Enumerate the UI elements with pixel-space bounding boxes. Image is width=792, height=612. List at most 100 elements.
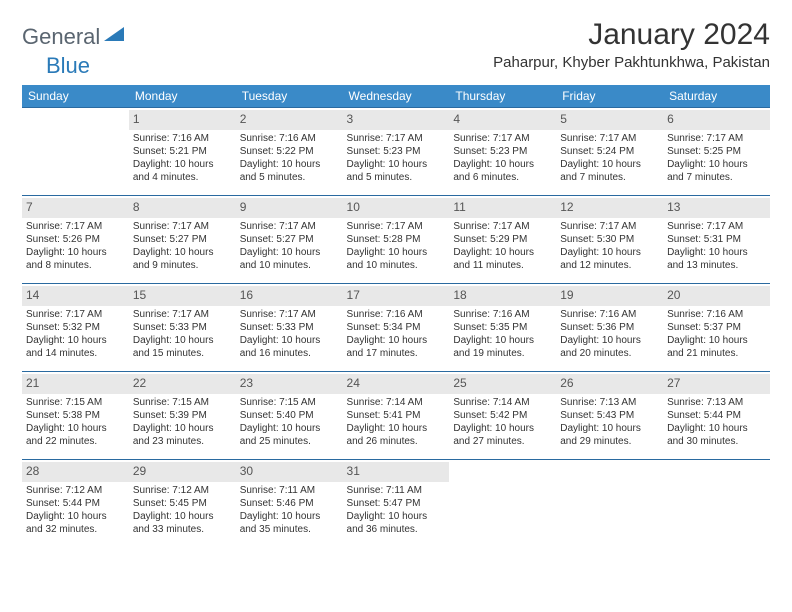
day-info: Sunrise: 7:12 AMSunset: 5:45 PMDaylight:…: [133, 484, 232, 536]
month-title: January 2024: [493, 18, 770, 52]
day-number: 1: [129, 110, 236, 130]
calendar-day-cell: 5Sunrise: 7:17 AMSunset: 5:24 PMDaylight…: [556, 108, 663, 196]
calendar-week-row: 1Sunrise: 7:16 AMSunset: 5:21 PMDaylight…: [22, 108, 770, 196]
day-number: 21: [22, 374, 129, 394]
calendar-day-cell: 11Sunrise: 7:17 AMSunset: 5:29 PMDayligh…: [449, 196, 556, 284]
weekday-header-row: SundayMondayTuesdayWednesdayThursdayFrid…: [22, 85, 770, 108]
day-info: Sunrise: 7:17 AMSunset: 5:29 PMDaylight:…: [453, 220, 552, 272]
brand-part2: Blue: [46, 53, 90, 78]
day-number: 23: [236, 374, 343, 394]
calendar-day-cell: 12Sunrise: 7:17 AMSunset: 5:30 PMDayligh…: [556, 196, 663, 284]
calendar-day-cell: 2Sunrise: 7:16 AMSunset: 5:22 PMDaylight…: [236, 108, 343, 196]
calendar-day-cell: 18Sunrise: 7:16 AMSunset: 5:35 PMDayligh…: [449, 284, 556, 372]
day-info: Sunrise: 7:16 AMSunset: 5:37 PMDaylight:…: [667, 308, 766, 360]
day-info: Sunrise: 7:17 AMSunset: 5:31 PMDaylight:…: [667, 220, 766, 272]
day-number: 17: [343, 286, 450, 306]
calendar-body: 1Sunrise: 7:16 AMSunset: 5:21 PMDaylight…: [22, 108, 770, 548]
day-info: Sunrise: 7:13 AMSunset: 5:44 PMDaylight:…: [667, 396, 766, 448]
day-info: Sunrise: 7:13 AMSunset: 5:43 PMDaylight:…: [560, 396, 659, 448]
calendar-week-row: 14Sunrise: 7:17 AMSunset: 5:32 PMDayligh…: [22, 284, 770, 372]
day-info: Sunrise: 7:17 AMSunset: 5:27 PMDaylight:…: [133, 220, 232, 272]
day-number: 30: [236, 462, 343, 482]
calendar-day-cell: [22, 108, 129, 196]
day-info: Sunrise: 7:14 AMSunset: 5:42 PMDaylight:…: [453, 396, 552, 448]
calendar-day-cell: 17Sunrise: 7:16 AMSunset: 5:34 PMDayligh…: [343, 284, 450, 372]
calendar-day-cell: 29Sunrise: 7:12 AMSunset: 5:45 PMDayligh…: [129, 460, 236, 548]
brand-triangle-icon: [104, 27, 124, 46]
day-number: 31: [343, 462, 450, 482]
calendar-day-cell: 25Sunrise: 7:14 AMSunset: 5:42 PMDayligh…: [449, 372, 556, 460]
brand-logo: General: [22, 24, 126, 50]
day-info: Sunrise: 7:17 AMSunset: 5:27 PMDaylight:…: [240, 220, 339, 272]
calendar-day-cell: 21Sunrise: 7:15 AMSunset: 5:38 PMDayligh…: [22, 372, 129, 460]
day-number: 5: [556, 110, 663, 130]
day-number: 20: [663, 286, 770, 306]
day-number: 12: [556, 198, 663, 218]
day-number: 18: [449, 286, 556, 306]
weekday-header: Sunday: [22, 85, 129, 108]
day-number: 26: [556, 374, 663, 394]
day-number: 8: [129, 198, 236, 218]
day-number: 19: [556, 286, 663, 306]
day-number: 11: [449, 198, 556, 218]
calendar-day-cell: 30Sunrise: 7:11 AMSunset: 5:46 PMDayligh…: [236, 460, 343, 548]
day-number: 6: [663, 110, 770, 130]
day-info: Sunrise: 7:16 AMSunset: 5:22 PMDaylight:…: [240, 132, 339, 184]
day-info: Sunrise: 7:17 AMSunset: 5:32 PMDaylight:…: [26, 308, 125, 360]
calendar-day-cell: [449, 460, 556, 548]
calendar-day-cell: 1Sunrise: 7:16 AMSunset: 5:21 PMDaylight…: [129, 108, 236, 196]
day-number: 10: [343, 198, 450, 218]
calendar-week-row: 7Sunrise: 7:17 AMSunset: 5:26 PMDaylight…: [22, 196, 770, 284]
calendar-day-cell: 8Sunrise: 7:17 AMSunset: 5:27 PMDaylight…: [129, 196, 236, 284]
calendar-day-cell: 28Sunrise: 7:12 AMSunset: 5:44 PMDayligh…: [22, 460, 129, 548]
calendar-table: SundayMondayTuesdayWednesdayThursdayFrid…: [22, 85, 770, 548]
day-number: 25: [449, 374, 556, 394]
day-info: Sunrise: 7:17 AMSunset: 5:30 PMDaylight:…: [560, 220, 659, 272]
calendar-day-cell: 7Sunrise: 7:17 AMSunset: 5:26 PMDaylight…: [22, 196, 129, 284]
weekday-header: Monday: [129, 85, 236, 108]
day-info: Sunrise: 7:16 AMSunset: 5:35 PMDaylight:…: [453, 308, 552, 360]
day-info: Sunrise: 7:17 AMSunset: 5:28 PMDaylight:…: [347, 220, 446, 272]
calendar-day-cell: 15Sunrise: 7:17 AMSunset: 5:33 PMDayligh…: [129, 284, 236, 372]
weekday-header: Tuesday: [236, 85, 343, 108]
day-info: Sunrise: 7:15 AMSunset: 5:38 PMDaylight:…: [26, 396, 125, 448]
calendar-day-cell: 27Sunrise: 7:13 AMSunset: 5:44 PMDayligh…: [663, 372, 770, 460]
weekday-header: Wednesday: [343, 85, 450, 108]
day-info: Sunrise: 7:11 AMSunset: 5:46 PMDaylight:…: [240, 484, 339, 536]
day-info: Sunrise: 7:11 AMSunset: 5:47 PMDaylight:…: [347, 484, 446, 536]
weekday-header: Friday: [556, 85, 663, 108]
day-info: Sunrise: 7:17 AMSunset: 5:25 PMDaylight:…: [667, 132, 766, 184]
day-number: 28: [22, 462, 129, 482]
calendar-day-cell: 6Sunrise: 7:17 AMSunset: 5:25 PMDaylight…: [663, 108, 770, 196]
day-number: 9: [236, 198, 343, 218]
calendar-day-cell: 10Sunrise: 7:17 AMSunset: 5:28 PMDayligh…: [343, 196, 450, 284]
day-info: Sunrise: 7:16 AMSunset: 5:21 PMDaylight:…: [133, 132, 232, 184]
day-info: Sunrise: 7:17 AMSunset: 5:23 PMDaylight:…: [347, 132, 446, 184]
calendar-week-row: 21Sunrise: 7:15 AMSunset: 5:38 PMDayligh…: [22, 372, 770, 460]
day-info: Sunrise: 7:15 AMSunset: 5:40 PMDaylight:…: [240, 396, 339, 448]
weekday-header: Saturday: [663, 85, 770, 108]
day-info: Sunrise: 7:15 AMSunset: 5:39 PMDaylight:…: [133, 396, 232, 448]
day-number: 4: [449, 110, 556, 130]
calendar-day-cell: 3Sunrise: 7:17 AMSunset: 5:23 PMDaylight…: [343, 108, 450, 196]
calendar-day-cell: 9Sunrise: 7:17 AMSunset: 5:27 PMDaylight…: [236, 196, 343, 284]
day-info: Sunrise: 7:17 AMSunset: 5:23 PMDaylight:…: [453, 132, 552, 184]
brand-part1: General: [22, 24, 100, 50]
day-number: 27: [663, 374, 770, 394]
day-number: 15: [129, 286, 236, 306]
calendar-day-cell: 14Sunrise: 7:17 AMSunset: 5:32 PMDayligh…: [22, 284, 129, 372]
day-number: 22: [129, 374, 236, 394]
calendar-day-cell: 4Sunrise: 7:17 AMSunset: 5:23 PMDaylight…: [449, 108, 556, 196]
day-info: Sunrise: 7:17 AMSunset: 5:33 PMDaylight:…: [133, 308, 232, 360]
calendar-day-cell: 13Sunrise: 7:17 AMSunset: 5:31 PMDayligh…: [663, 196, 770, 284]
calendar-day-cell: 23Sunrise: 7:15 AMSunset: 5:40 PMDayligh…: [236, 372, 343, 460]
calendar-day-cell: 22Sunrise: 7:15 AMSunset: 5:39 PMDayligh…: [129, 372, 236, 460]
day-number: 24: [343, 374, 450, 394]
calendar-day-cell: [556, 460, 663, 548]
calendar-week-row: 28Sunrise: 7:12 AMSunset: 5:44 PMDayligh…: [22, 460, 770, 548]
calendar-day-cell: 31Sunrise: 7:11 AMSunset: 5:47 PMDayligh…: [343, 460, 450, 548]
day-info: Sunrise: 7:16 AMSunset: 5:34 PMDaylight:…: [347, 308, 446, 360]
day-number: 29: [129, 462, 236, 482]
day-number: 7: [22, 198, 129, 218]
day-number: 16: [236, 286, 343, 306]
